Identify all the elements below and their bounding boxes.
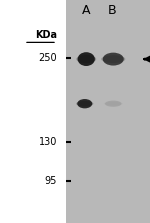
Ellipse shape	[101, 55, 125, 63]
Ellipse shape	[78, 52, 95, 66]
Ellipse shape	[76, 55, 96, 63]
Text: 250: 250	[38, 53, 57, 63]
Text: A: A	[82, 4, 90, 17]
Ellipse shape	[76, 101, 93, 107]
Ellipse shape	[104, 102, 123, 105]
Text: KDa: KDa	[35, 30, 57, 39]
FancyBboxPatch shape	[66, 0, 150, 223]
Ellipse shape	[105, 101, 122, 107]
Text: 95: 95	[45, 176, 57, 186]
Text: B: B	[108, 4, 117, 17]
Ellipse shape	[77, 99, 92, 108]
Ellipse shape	[103, 53, 124, 66]
Text: 130: 130	[39, 137, 57, 147]
